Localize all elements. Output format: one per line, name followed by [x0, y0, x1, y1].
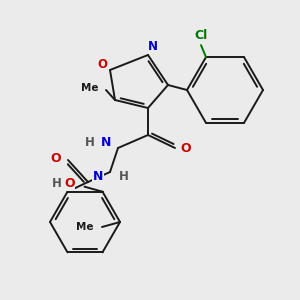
Text: Me: Me: [81, 83, 99, 93]
Text: Me: Me: [76, 222, 94, 232]
Text: H: H: [119, 170, 129, 184]
Text: N: N: [148, 40, 158, 53]
Text: O: O: [181, 142, 191, 154]
Text: H: H: [52, 177, 61, 190]
Text: N: N: [93, 170, 103, 184]
Text: O: O: [51, 152, 61, 164]
Text: O: O: [97, 58, 107, 71]
Text: O: O: [64, 177, 75, 190]
Text: Cl: Cl: [194, 28, 208, 42]
Text: N: N: [101, 136, 111, 149]
Text: H: H: [85, 136, 95, 149]
